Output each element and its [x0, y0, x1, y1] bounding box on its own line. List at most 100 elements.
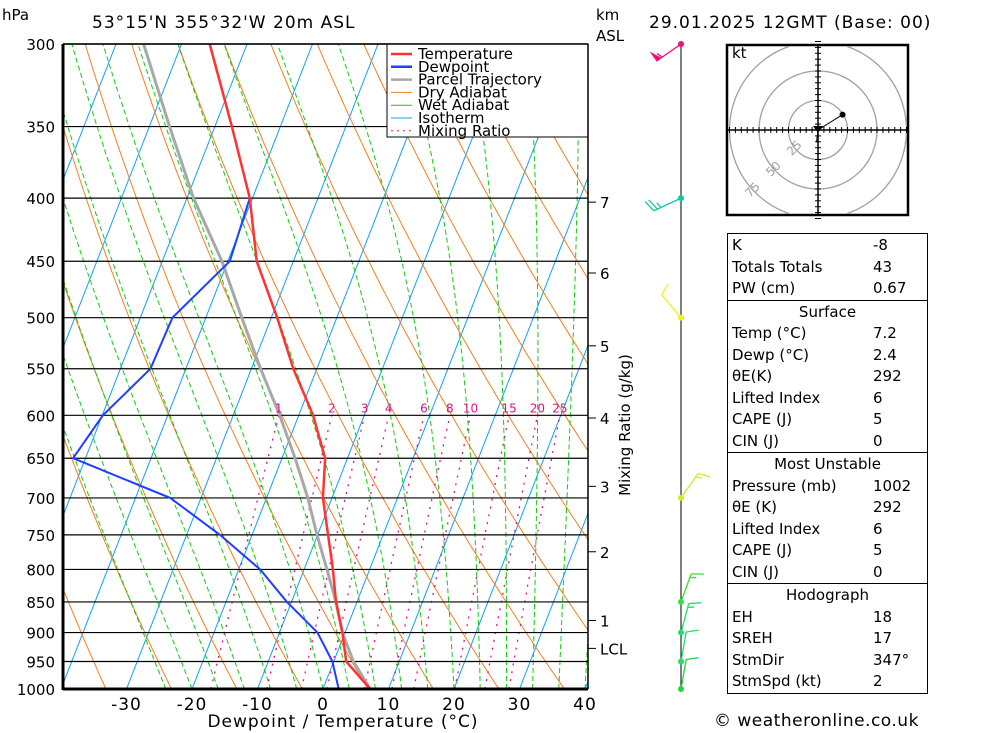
legend-label: Isotherm	[418, 109, 485, 127]
stat-row: Pressure (mb) 1002	[728, 476, 927, 498]
x-tick-label: -10	[242, 695, 273, 715]
wind-barb-full	[661, 283, 669, 296]
stat-value: 6	[873, 388, 883, 407]
wind-barb-staff	[680, 631, 687, 662]
wind-level-dot	[678, 314, 684, 321]
mixing-ratio-line	[363, 415, 425, 689]
mixing-ratio-label: 15	[501, 401, 516, 415]
wind-barb-half	[656, 52, 663, 58]
stat-row: CAPE (J) 5	[728, 409, 927, 431]
mixing-ratio-label: 3	[361, 401, 369, 415]
wind-level-dot	[678, 494, 684, 501]
pressure-tick-label: 600	[26, 407, 55, 425]
wind-barb-full	[644, 201, 655, 212]
mixing-ratio-label: 25	[552, 401, 567, 415]
wind-level-dot	[678, 658, 684, 665]
wet-adiabat-line	[337, 44, 455, 689]
axes: -30 -20 -10 0 10 20 30 40 7 6 5 4 3 2 1 LCL	[61, 43, 628, 715]
stat-label: EH	[732, 607, 753, 626]
stat-row: Lifted Index 6	[728, 388, 927, 410]
mixing-ratio-label: 4	[385, 401, 393, 415]
mixing-ratio-label: 10	[463, 401, 478, 415]
isotherm-line	[63, 44, 183, 350]
x-tick-label: 40	[573, 695, 597, 715]
pressure-tick-label: 650	[26, 450, 55, 468]
stat-row-pw: PW (cm) 0.67	[728, 278, 927, 300]
wind-barb-staff	[680, 659, 687, 690]
stat-label: Totals Totals	[732, 257, 823, 276]
dry-adiabat-line	[967, 44, 1000, 689]
mixing-ratio-line	[326, 415, 390, 689]
wet-adiabat-line	[137, 44, 350, 689]
stat-label: StmDir	[732, 650, 784, 669]
stat-row: CIN (J) 0	[728, 431, 927, 453]
stat-value: 347°	[873, 650, 910, 669]
stat-value: -8	[873, 236, 888, 254]
copyright: © weatheronline.co.uk	[714, 711, 919, 731]
stat-row: Lifted Index 6	[728, 519, 927, 541]
stat-row: θE (K) 292	[728, 497, 927, 519]
km-tick-label: 6	[600, 265, 610, 283]
dry-adiabat-line	[84, 44, 369, 689]
stat-row: SREH 17	[728, 628, 927, 650]
isotherm-line	[191, 44, 445, 689]
pressure-tick-label: 750	[26, 527, 55, 545]
mixing-ratio-line	[454, 415, 510, 689]
stat-label: K	[732, 236, 742, 254]
km-tick-label: 2	[600, 544, 610, 562]
mixing-ratio-line	[391, 415, 451, 689]
stat-row: θE(K) 292	[728, 366, 927, 388]
wind-barb-full	[686, 656, 699, 661]
legend-label: Wet Adiabat	[418, 96, 509, 114]
most-unstable-section: Most Unstable Pressure (mb) 1002 θE (K) 292…	[728, 453, 927, 584]
stat-value: 292	[873, 498, 902, 516]
wind-level-dot	[678, 195, 684, 202]
km-tick-label: 7	[600, 194, 610, 212]
x-tick-label: 0	[317, 695, 329, 715]
legend-box	[386, 43, 589, 138]
dry-adiabat-line	[270, 44, 588, 632]
section-title: Most Unstable	[774, 455, 881, 473]
stat-label: StmSpd (kt)	[732, 672, 822, 690]
stat-value: 2	[873, 672, 883, 690]
stat-row: CIN (J) 0	[728, 562, 927, 584]
profiles	[71, 44, 372, 689]
wind-level-dot	[678, 686, 684, 692]
stat-row-k: K -8	[728, 235, 927, 257]
hodograph-unit-label: kt	[732, 44, 747, 62]
isotherm-line	[322, 44, 576, 689]
x-tick-label: -20	[177, 695, 208, 715]
km-tick-label: 5	[600, 338, 610, 356]
stat-row: EH 18	[728, 607, 927, 629]
wind-barb-full	[648, 199, 658, 210]
wind-barb-staff	[680, 472, 699, 499]
wind-barb-full	[688, 602, 702, 605]
pressure-tick-label: 800	[26, 561, 55, 579]
wind-barb-full	[686, 629, 699, 633]
stat-label: SREH	[732, 629, 773, 647]
pressure-tick-label: 900	[26, 625, 55, 643]
wind-barb-staff	[656, 43, 682, 62]
stat-label: CAPE (J)	[732, 410, 793, 428]
section-title: Hodograph	[785, 586, 870, 604]
stat-label: θE(K)	[732, 367, 773, 385]
pressure-tick-label: 550	[26, 361, 55, 379]
temperature-line	[208, 44, 372, 689]
km-tick-label: 3	[600, 478, 610, 496]
stat-value: 6	[873, 519, 883, 538]
stat-label: Temp (°C)	[732, 324, 807, 342]
dry-adiabat-line	[363, 44, 588, 452]
legend-label: Dry Adiabat	[418, 83, 507, 101]
legend-label: Mixing Ratio	[418, 122, 510, 140]
wind-barb-half	[656, 202, 662, 208]
surface-section: Surface Temp (°C) 7.2 Dewp (°C) 2.4 θE(K) 292…	[728, 301, 927, 453]
stat-label: θE (K)	[732, 498, 777, 516]
stat-row: StmSpd (kt) 2	[728, 671, 927, 693]
stat-row-totals: Totals Totals 43	[728, 257, 927, 279]
wet-adiabat-line	[276, 44, 429, 689]
wet-adiabat-line	[403, 44, 481, 689]
mixing-ratio-line	[484, 415, 539, 689]
